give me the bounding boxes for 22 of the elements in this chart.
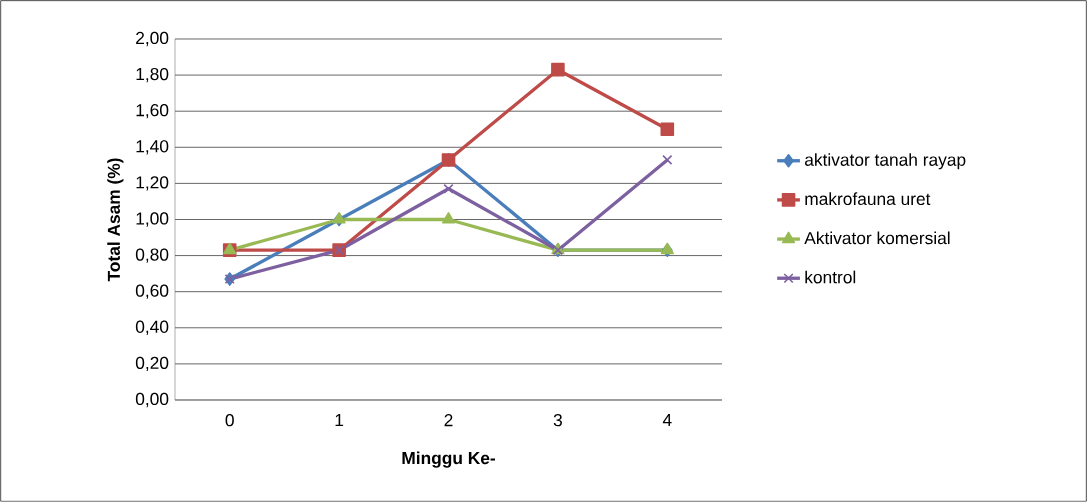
legend-label: Aktivator komersial xyxy=(804,231,950,245)
legend-label: makrofauna uret xyxy=(805,192,931,206)
y-tick-label: 0,40 xyxy=(135,320,169,335)
y-tick-label: 0,00 xyxy=(135,392,169,408)
x-tick-label: 3 xyxy=(553,414,562,427)
y-axis-title: Total Asam (%) xyxy=(107,158,124,282)
x-tick-label: 2 xyxy=(444,414,453,427)
x-tick-label: 0 xyxy=(225,414,234,427)
y-tick-label: 1,20 xyxy=(136,176,169,191)
legend-label: aktivator tanah rayap xyxy=(804,153,966,170)
y-tick-label: 1,00 xyxy=(136,212,169,227)
y-tick-label: 0,60 xyxy=(135,284,169,299)
y-tick-label: 1,40 xyxy=(136,140,169,155)
x-tick-label: 4 xyxy=(662,414,672,426)
y-tick-label: 2,00 xyxy=(136,31,169,47)
x-tick-label: 1 xyxy=(335,414,344,426)
legend-label: kontrol xyxy=(805,270,856,284)
y-tick-label: 0,80 xyxy=(135,248,169,263)
y-tick-label: 1,60 xyxy=(136,104,169,119)
y-tick-label: 1,80 xyxy=(136,67,169,83)
y-tick-label: 0,20 xyxy=(135,356,169,372)
x-axis-title: Minggu Ke- xyxy=(402,451,495,468)
